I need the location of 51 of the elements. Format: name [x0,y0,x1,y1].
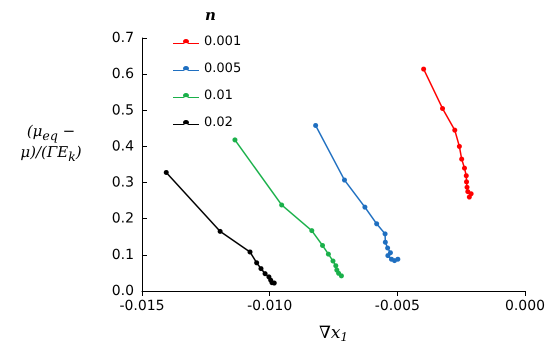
point [326,252,331,257]
point [164,170,169,175]
point [462,166,467,171]
x-tick-label: -0.015 [119,298,165,314]
point [374,221,380,226]
y-tick-label: 0.2 [112,210,134,227]
point [279,202,284,208]
legend-label: 0.001 [204,34,242,49]
y-tick-label: 0.3 [112,174,134,191]
point [338,273,344,278]
y-tick-label: 0.6 [112,66,134,82]
x-tick-label: -0.005 [374,298,420,314]
point [362,204,368,210]
point [395,256,400,262]
y-axis-title: (μ$_{eq}$ − μ)/(ΓE$_{k}$) [19,122,83,164]
point [382,240,388,245]
point [258,266,264,272]
point [320,242,326,248]
point [421,66,426,72]
point [218,228,223,234]
point [232,137,238,142]
point [382,231,388,236]
y-tick-label: 0.1 [112,246,134,263]
point [452,128,458,133]
point [262,271,268,276]
legend-label: 0.005 [204,61,242,76]
y-tick-label: 0.7 [112,30,134,46]
point [466,194,472,200]
x-tick-label: 0.000 [504,298,546,314]
y-tick-label: 0.5 [112,102,134,118]
point [342,178,347,183]
y-tick-label: 0.0 [112,283,134,299]
point [456,144,462,149]
legend-label: 0.01 [204,88,233,103]
point [330,258,336,264]
point [385,253,390,258]
point [385,245,390,250]
point [464,179,470,184]
point [333,263,338,268]
legend-label: 0.02 [204,115,233,130]
point [459,156,464,162]
point [309,228,314,234]
point [464,184,470,190]
point [464,173,469,178]
point [254,260,260,266]
point [440,106,446,111]
point [248,249,253,254]
legend-title: n [205,6,216,24]
point [313,122,318,128]
y-tick-label: 0.4 [112,138,134,154]
x-tick-label: -0.010 [247,298,292,314]
